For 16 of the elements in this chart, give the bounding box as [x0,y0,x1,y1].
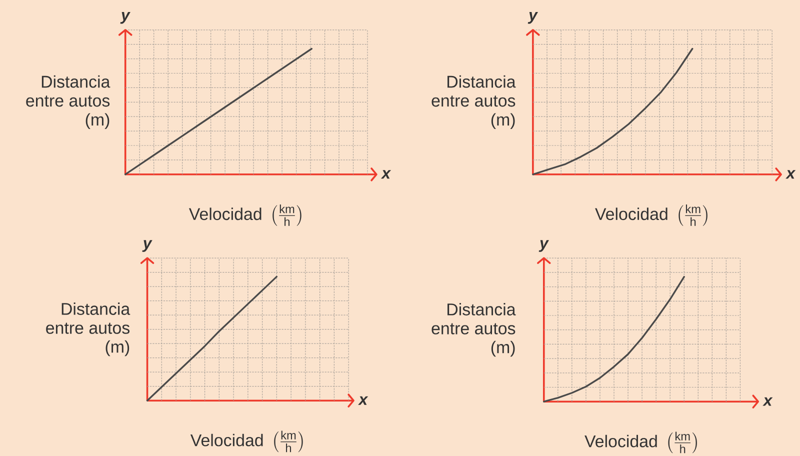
text: x [380,170,392,178]
y-axis-title: Distancia entre autos (m) [46,302,130,356]
text: x [786,170,796,178]
text: y [120,12,130,24]
text: x [358,396,368,405]
x-axis-title: $\text{Velocidad}\;\left(\frac{\text{km}}{\text{h}}\right)$ [190,430,303,452]
x-axis-title: $\text{Velocidad}\;\left(\frac{\text{km}}{\text{h}}\right)$ [584,432,697,453]
text: y [528,12,538,24]
x-axis-title: $\text{Velocidad}\;\left(\frac{\text{km}}{\text{h}}\right)$ [188,204,302,226]
text: x [762,397,773,406]
y-axis-title: Distancia entre autos (m) [432,75,516,129]
x-axis-title: $\text{Velocidad}\;\left(\frac{\text{km}}{\text{h}}\right)$ [595,204,708,226]
y-axis-title: Distancia entre autos (m) [26,75,110,129]
y-axis-title: Distancia entre autos (m) [432,302,516,356]
text: y [142,240,152,252]
text: y [538,240,549,252]
